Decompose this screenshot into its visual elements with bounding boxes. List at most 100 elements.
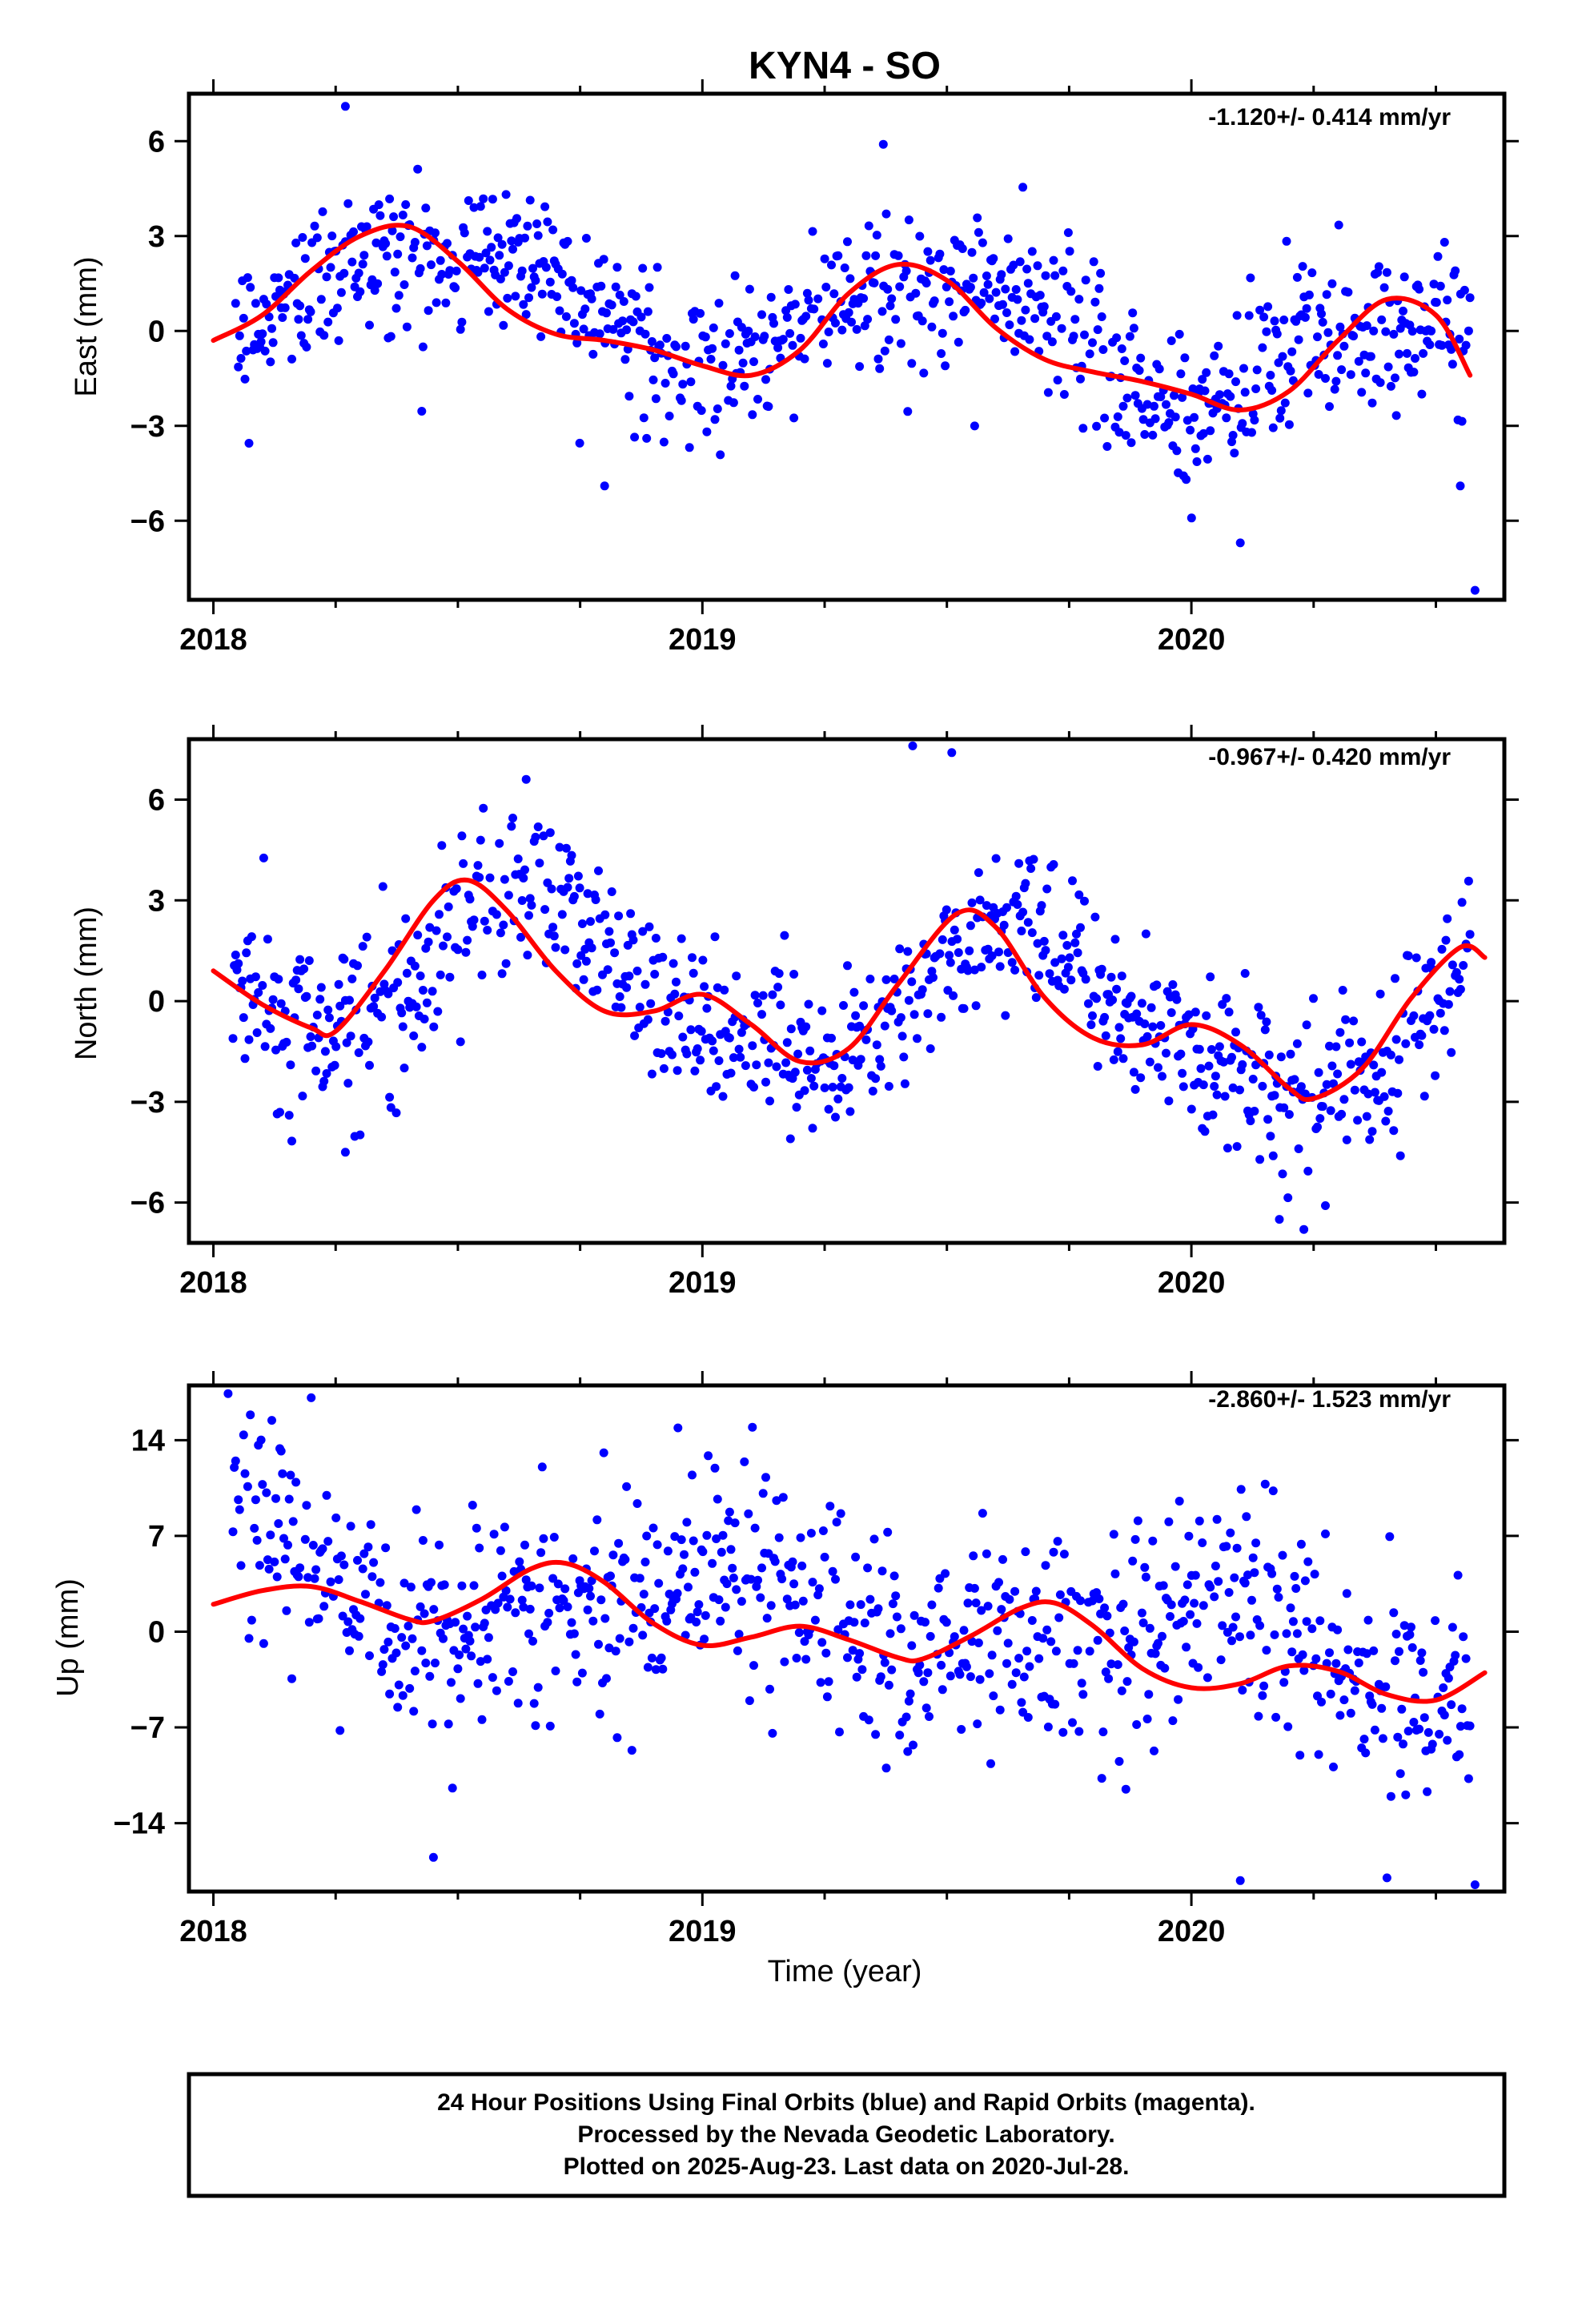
up-data-point xyxy=(670,1532,680,1542)
up-data-point xyxy=(1267,1569,1277,1578)
north-data-point xyxy=(560,945,570,955)
up-data-point xyxy=(1389,1608,1399,1618)
east-data-point xyxy=(927,322,937,332)
up-data-point xyxy=(477,1715,487,1724)
north-data-point xyxy=(547,884,556,894)
north-data-point xyxy=(1235,1085,1244,1095)
up-data-point xyxy=(1058,1727,1068,1737)
up-data-point xyxy=(885,1629,895,1638)
up-data-point xyxy=(845,1600,855,1610)
north-data-point xyxy=(942,905,951,915)
east-data-point xyxy=(1202,368,1211,377)
east-data-point xyxy=(503,293,512,303)
north-data-point xyxy=(575,883,584,893)
east-data-point xyxy=(1076,374,1085,384)
east-data-point xyxy=(1186,425,1195,435)
footer-line-2: Processed by the Nevada Geodetic Laborat… xyxy=(577,2121,1114,2148)
east-data-point xyxy=(1200,386,1210,396)
up-data-point xyxy=(1367,1699,1377,1709)
east-data-point xyxy=(280,303,290,312)
east-data-point xyxy=(1102,442,1112,451)
north-data-point xyxy=(1156,1021,1166,1030)
north-data-point xyxy=(851,1011,861,1020)
north-data-point xyxy=(298,1092,307,1101)
north-data-point xyxy=(1315,1114,1325,1124)
east-data-point xyxy=(847,317,856,327)
north-data-point xyxy=(1130,1084,1140,1094)
up-data-point xyxy=(383,1637,393,1647)
north-data-point xyxy=(476,835,485,845)
north-data-point xyxy=(804,999,813,1009)
up-data-point xyxy=(921,1618,930,1627)
east-data-point xyxy=(930,296,939,306)
east-data-point xyxy=(1015,257,1025,267)
up-data-point xyxy=(985,1669,994,1679)
up-data-point xyxy=(797,1561,807,1570)
up-data-point xyxy=(484,1633,493,1642)
up-data-point xyxy=(716,1616,725,1626)
north-data-point xyxy=(966,921,975,931)
north-data-point xyxy=(904,995,913,1005)
north-data-point xyxy=(1286,1049,1295,1059)
north-data-point xyxy=(1391,1035,1401,1044)
east-data-point xyxy=(525,195,535,205)
north-data-point xyxy=(801,1022,811,1031)
east-data-point xyxy=(312,233,322,243)
north-data-point xyxy=(1246,1116,1255,1126)
up-data-point xyxy=(1231,1612,1240,1622)
up-data-point xyxy=(345,1646,354,1655)
east-data-point xyxy=(464,196,473,205)
up-data-point xyxy=(397,1633,407,1642)
north-data-point xyxy=(1140,1019,1150,1028)
north-data-point xyxy=(963,966,973,975)
east-data-point xyxy=(1150,401,1158,411)
up-data-point xyxy=(611,1647,620,1656)
up-data-point xyxy=(689,1536,698,1546)
north-data-point xyxy=(895,944,905,954)
east-data-point xyxy=(1409,368,1419,377)
east-data-point xyxy=(1174,329,1184,339)
north-data-point xyxy=(824,1104,833,1114)
up-data-point xyxy=(1314,1750,1323,1759)
up-data-point xyxy=(543,1618,552,1627)
up-data-point xyxy=(1093,1635,1102,1645)
up-data-point xyxy=(624,1637,634,1647)
up-data-point xyxy=(259,1638,268,1648)
north-data-point xyxy=(673,1066,682,1076)
up-data-point xyxy=(794,1628,804,1638)
up-data-point xyxy=(489,1530,499,1539)
north-data-point xyxy=(831,1112,840,1122)
up-data-point xyxy=(1393,1732,1403,1742)
north-data-point xyxy=(1395,1151,1405,1160)
east-data-point xyxy=(1333,351,1343,360)
figure-title: KYN4 - SO xyxy=(749,45,941,87)
east-data-point xyxy=(1070,315,1080,324)
up-data-point xyxy=(243,1482,252,1491)
north-data-point xyxy=(827,1033,836,1043)
up-data-point xyxy=(588,1616,598,1626)
east-data-point xyxy=(966,283,975,292)
up-data-point xyxy=(1423,1727,1433,1737)
east-data-point xyxy=(1425,340,1435,349)
north-data-point xyxy=(428,987,437,996)
east-data-point xyxy=(393,249,403,259)
up-data-points xyxy=(223,1389,1480,1889)
north-data-point xyxy=(697,1027,706,1036)
east-data-point xyxy=(778,335,788,344)
east-data-point xyxy=(714,299,724,308)
north-plot-frame xyxy=(187,737,1507,1245)
up-data-point xyxy=(596,1595,606,1605)
up-data-point xyxy=(302,1501,311,1510)
up-data-point xyxy=(231,1456,240,1466)
up-data-point xyxy=(401,1641,411,1651)
north-data-point xyxy=(1429,1024,1439,1034)
up-data-point xyxy=(1439,1683,1448,1692)
up-data-point xyxy=(1216,1655,1226,1665)
north-data-point xyxy=(897,1031,907,1041)
north-data-point xyxy=(748,1041,757,1051)
north-data-point xyxy=(1362,1112,1371,1121)
up-data-point xyxy=(262,1488,271,1498)
north-y-tick-label: −3 xyxy=(130,1086,165,1120)
north-data-point xyxy=(999,920,1009,930)
up-data-point xyxy=(816,1678,825,1687)
